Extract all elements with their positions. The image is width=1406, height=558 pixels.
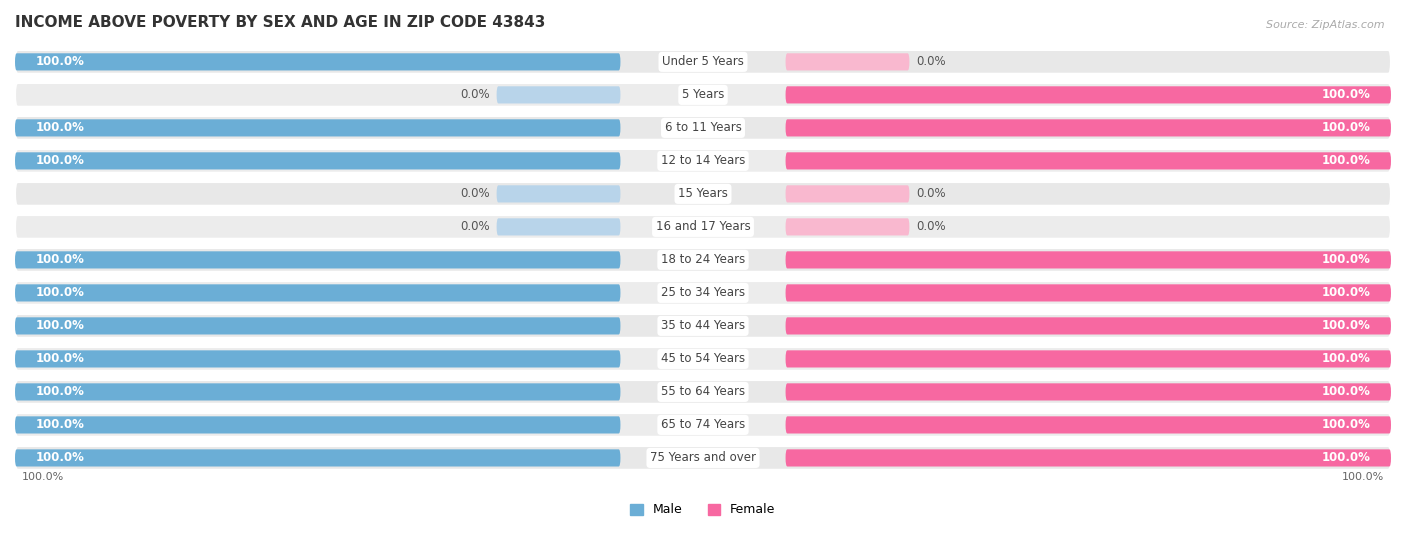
FancyBboxPatch shape [786,218,910,235]
FancyBboxPatch shape [15,380,1391,404]
FancyBboxPatch shape [15,281,1391,305]
FancyBboxPatch shape [15,413,1391,437]
Text: 25 to 34 Years: 25 to 34 Years [661,286,745,300]
Text: 100.0%: 100.0% [35,286,84,300]
Text: Source: ZipAtlas.com: Source: ZipAtlas.com [1267,20,1385,30]
FancyBboxPatch shape [15,251,620,268]
FancyBboxPatch shape [786,383,1391,401]
Text: 5 Years: 5 Years [682,88,724,102]
Text: INCOME ABOVE POVERTY BY SEX AND AGE IN ZIP CODE 43843: INCOME ABOVE POVERTY BY SEX AND AGE IN Z… [15,15,546,30]
Legend: Male, Female: Male, Female [630,503,776,517]
FancyBboxPatch shape [15,285,620,301]
Text: 100.0%: 100.0% [35,418,84,431]
FancyBboxPatch shape [786,251,1391,268]
FancyBboxPatch shape [15,350,620,368]
Text: 100.0%: 100.0% [1322,418,1371,431]
FancyBboxPatch shape [786,86,1391,103]
FancyBboxPatch shape [496,218,620,235]
FancyBboxPatch shape [786,119,1391,137]
Text: 0.0%: 0.0% [460,88,489,102]
FancyBboxPatch shape [786,54,910,70]
FancyBboxPatch shape [15,50,1391,74]
Text: 0.0%: 0.0% [460,187,489,200]
Text: 18 to 24 Years: 18 to 24 Years [661,253,745,266]
Text: 100.0%: 100.0% [35,155,84,167]
FancyBboxPatch shape [786,449,1391,466]
Text: 100.0%: 100.0% [35,353,84,365]
FancyBboxPatch shape [15,182,1391,206]
Text: 100.0%: 100.0% [1322,253,1371,266]
Text: 12 to 14 Years: 12 to 14 Years [661,155,745,167]
Text: 100.0%: 100.0% [35,386,84,398]
Text: 100.0%: 100.0% [1322,319,1371,333]
Text: 100.0%: 100.0% [1322,88,1371,102]
FancyBboxPatch shape [15,347,1391,371]
Text: 0.0%: 0.0% [917,220,946,233]
Text: 100.0%: 100.0% [35,319,84,333]
FancyBboxPatch shape [15,149,1391,173]
Text: 16 and 17 Years: 16 and 17 Years [655,220,751,233]
Text: 100.0%: 100.0% [35,451,84,464]
FancyBboxPatch shape [15,116,1391,140]
FancyBboxPatch shape [786,416,1391,434]
Text: 0.0%: 0.0% [917,55,946,69]
Text: 100.0%: 100.0% [22,472,65,482]
Text: 55 to 64 Years: 55 to 64 Years [661,386,745,398]
FancyBboxPatch shape [496,86,620,103]
Text: 100.0%: 100.0% [35,253,84,266]
Text: 100.0%: 100.0% [35,122,84,134]
FancyBboxPatch shape [15,152,620,170]
FancyBboxPatch shape [786,152,1391,170]
FancyBboxPatch shape [15,215,1391,239]
Text: 100.0%: 100.0% [1322,122,1371,134]
FancyBboxPatch shape [15,416,620,434]
Text: 100.0%: 100.0% [1322,451,1371,464]
FancyBboxPatch shape [15,83,1391,107]
Text: 100.0%: 100.0% [1322,353,1371,365]
Text: Under 5 Years: Under 5 Years [662,55,744,69]
FancyBboxPatch shape [786,318,1391,334]
Text: 65 to 74 Years: 65 to 74 Years [661,418,745,431]
FancyBboxPatch shape [15,446,1391,470]
Text: 45 to 54 Years: 45 to 54 Years [661,353,745,365]
Text: 35 to 44 Years: 35 to 44 Years [661,319,745,333]
FancyBboxPatch shape [15,383,620,401]
Text: 100.0%: 100.0% [1322,155,1371,167]
Text: 75 Years and over: 75 Years and over [650,451,756,464]
Text: 100.0%: 100.0% [1322,286,1371,300]
Text: 15 Years: 15 Years [678,187,728,200]
Text: 0.0%: 0.0% [917,187,946,200]
FancyBboxPatch shape [15,119,620,137]
FancyBboxPatch shape [786,350,1391,368]
Text: 6 to 11 Years: 6 to 11 Years [665,122,741,134]
Text: 0.0%: 0.0% [460,220,489,233]
FancyBboxPatch shape [15,314,1391,338]
FancyBboxPatch shape [496,185,620,203]
Text: 100.0%: 100.0% [1322,386,1371,398]
FancyBboxPatch shape [786,185,910,203]
FancyBboxPatch shape [15,318,620,334]
Text: 100.0%: 100.0% [1341,472,1384,482]
FancyBboxPatch shape [15,54,620,70]
FancyBboxPatch shape [15,248,1391,272]
FancyBboxPatch shape [15,449,620,466]
Text: 100.0%: 100.0% [35,55,84,69]
FancyBboxPatch shape [786,285,1391,301]
